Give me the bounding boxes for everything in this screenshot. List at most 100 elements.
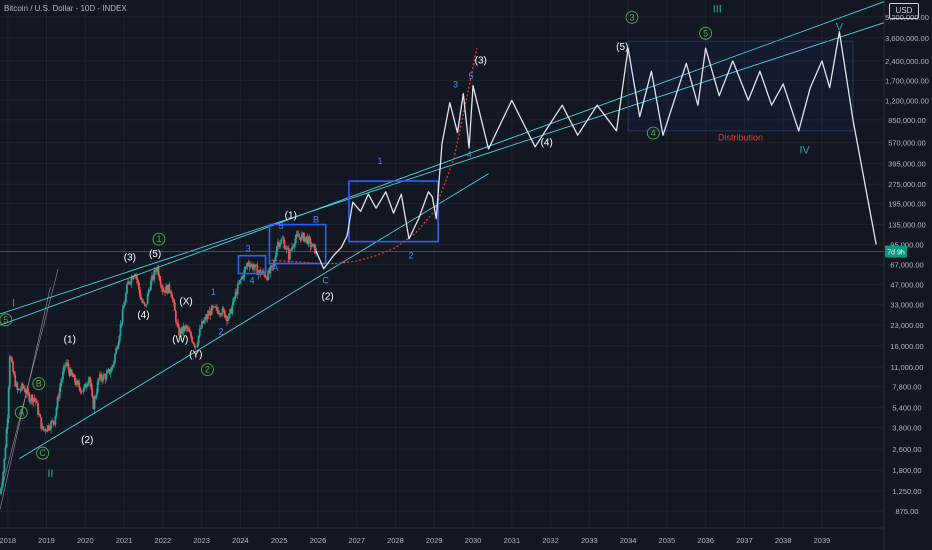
candle-body — [39, 414, 42, 418]
candle-body — [103, 374, 106, 376]
wave-label: 5 — [469, 71, 474, 81]
candle-body — [156, 266, 159, 272]
x-tick-label: 2028 — [387, 536, 404, 545]
candle-body — [192, 342, 195, 344]
wave-circle — [646, 126, 660, 140]
candle-body — [305, 236, 308, 238]
candle-body — [76, 380, 78, 386]
candle-body — [27, 389, 30, 394]
y-tick-label: 11,000.00 — [891, 363, 924, 372]
candle-body — [187, 328, 190, 332]
candle-body — [291, 247, 293, 251]
candle-body — [170, 291, 173, 298]
time-axis[interactable]: 2018 2019 2020 2021 2022 2023 2024 2025 2026 2027… — [0, 536, 830, 545]
candle-body — [152, 275, 154, 280]
candle-body — [95, 392, 98, 397]
candle-body — [17, 389, 20, 390]
candle-body — [255, 264, 258, 266]
candle-body — [131, 276, 134, 280]
candle-body — [104, 375, 107, 380]
candle-body — [207, 313, 210, 316]
candle-body — [288, 249, 291, 260]
candle-body — [219, 313, 222, 315]
candle-body — [246, 262, 249, 267]
candle-body — [293, 244, 296, 247]
candle-body — [125, 293, 127, 303]
candle-body — [19, 389, 22, 391]
candle-body — [208, 311, 211, 316]
y-tick-label: 570,000.00 — [888, 139, 926, 148]
wave-label: I — [12, 297, 15, 309]
y-tick-label: 67,000.00 — [890, 260, 923, 269]
wave-label: B — [36, 379, 42, 389]
candle-body — [184, 326, 187, 328]
x-tick-label: 2031 — [503, 536, 520, 545]
wave-label: 3 — [246, 244, 251, 254]
candle-body — [167, 284, 170, 294]
candle-body — [284, 248, 287, 250]
candle-body — [245, 266, 248, 268]
candle-body — [151, 275, 153, 281]
candle-body — [195, 346, 198, 348]
candle-body — [163, 290, 165, 293]
candle-body — [161, 287, 164, 293]
currency-button[interactable]: USD — [889, 3, 919, 19]
candle-body — [231, 304, 234, 314]
candle-body — [106, 371, 109, 374]
candle-body — [44, 429, 47, 431]
price-axis[interactable]: 5,200,000.00 3,600,000.00 2,400,000.00 1,70… — [885, 13, 929, 516]
candle-body — [236, 284, 239, 295]
y-tick-label: 1,800.00 — [892, 466, 921, 475]
candle-body — [177, 322, 179, 328]
candle-body — [65, 362, 68, 366]
candle-body — [183, 326, 186, 332]
candle-body — [286, 247, 289, 250]
candle-body — [210, 305, 213, 315]
candle-body — [0, 488, 2, 494]
candle-body — [118, 336, 121, 344]
candle-body — [282, 239, 285, 241]
wave-label: (4) — [137, 310, 149, 321]
candle-body — [182, 326, 185, 332]
candle-body — [105, 373, 108, 380]
candle-body — [297, 234, 300, 237]
candle-body — [254, 264, 257, 268]
wave-circle — [152, 232, 166, 246]
candle-body — [265, 277, 267, 278]
candle-body — [179, 329, 182, 336]
candle-body — [253, 267, 255, 270]
symbol-title[interactable]: Bitcoin / U.S. Dollar - 10D - INDEX — [4, 4, 127, 13]
candle-body — [96, 381, 99, 393]
candle-body — [109, 370, 112, 374]
candle-body — [0, 493, 1, 494]
candle-body — [198, 328, 201, 336]
candle-body — [287, 249, 290, 260]
candle-body — [18, 389, 21, 391]
candle-body — [60, 378, 63, 383]
current-price-tag — [885, 245, 907, 258]
candle-body — [40, 417, 43, 429]
candle-body — [263, 273, 266, 278]
candle-body — [178, 327, 181, 336]
candle-body — [54, 415, 57, 425]
candle-body — [74, 375, 76, 382]
candle-body — [233, 297, 236, 299]
candle-body — [28, 393, 31, 402]
wave-circle — [0, 313, 13, 327]
candle-body — [199, 327, 202, 329]
candle-body — [143, 301, 146, 305]
candle-body — [159, 280, 162, 286]
trend-line — [0, 1, 885, 326]
y-tick-label: 33,000.00 — [890, 301, 923, 310]
candle-body — [45, 430, 48, 432]
candle-body — [22, 387, 25, 389]
candle-body — [128, 281, 131, 284]
y-tick-label: 1,250.00 — [892, 487, 921, 496]
x-tick-label: 2018 — [0, 536, 16, 545]
candle-body — [146, 293, 149, 304]
candle-body — [240, 278, 242, 281]
candle-body — [190, 332, 192, 338]
y-tick-label: 5,400.00 — [892, 404, 921, 413]
candle-body — [42, 426, 45, 431]
